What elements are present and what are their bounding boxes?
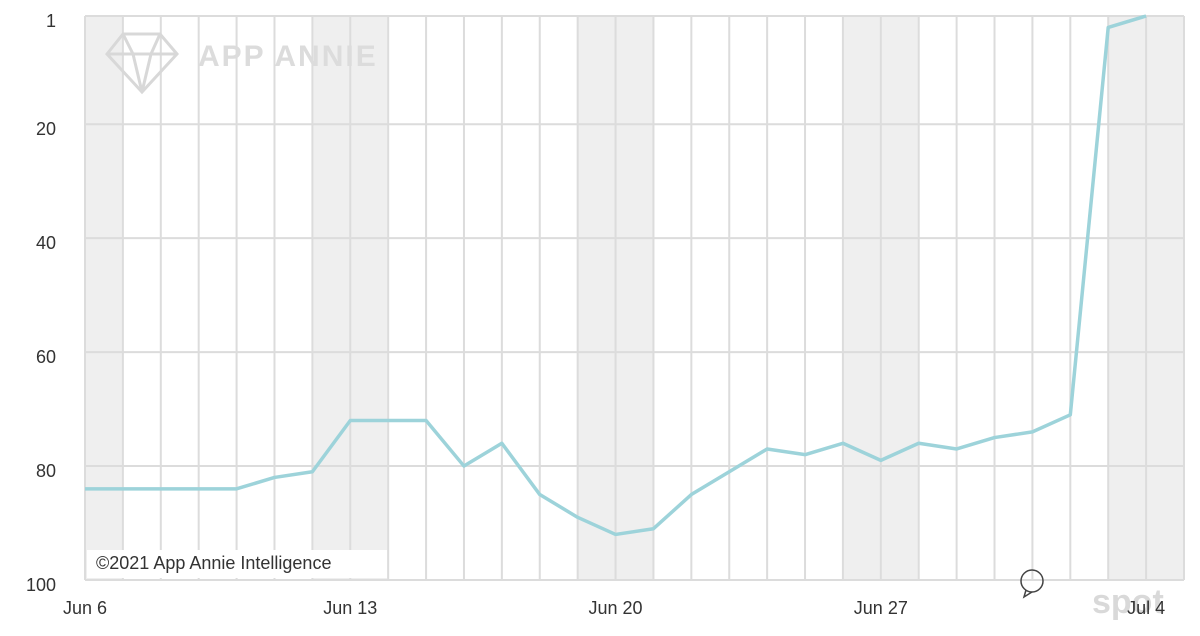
weekend-band <box>350 16 389 580</box>
x-tick-label: Jun 27 <box>854 598 908 618</box>
line <box>85 14 1147 537</box>
comment-icon <box>1020 569 1044 599</box>
logo-diamond <box>105 32 180 95</box>
weekend-band <box>1146 16 1184 580</box>
copyright: ©2021 App Annie Intelligence <box>96 553 331 573</box>
bands <box>85 16 1184 580</box>
y-tick-label: 80 <box>36 461 56 481</box>
watermark: APP ANNIE <box>198 40 378 73</box>
x-tick-label: Jun 6 <box>63 598 107 618</box>
source-mark: spot <box>1092 583 1164 621</box>
y-tick-label: 100 <box>26 575 56 595</box>
weekend-band <box>615 16 654 580</box>
comment-tail <box>1022 589 1033 599</box>
weekend-band <box>1108 16 1147 580</box>
x-tick-label: Jun 20 <box>589 598 643 618</box>
y-tick-label: 40 <box>36 233 56 253</box>
copyright-box <box>87 550 387 578</box>
weekend-band <box>842 16 881 580</box>
logo-line <box>121 33 162 93</box>
weekend-band <box>577 16 616 580</box>
x-tick-label: Jun 13 <box>323 598 377 618</box>
x-tick-label: Jul 4 <box>1127 598 1165 618</box>
y-tick-label: 60 <box>36 347 56 367</box>
plot <box>85 14 1147 537</box>
y-tick-label: 1 <box>46 11 56 31</box>
weekend-band <box>85 16 123 580</box>
weekend-band <box>312 16 351 580</box>
grid <box>84 15 1185 581</box>
weekend-band <box>880 16 919 580</box>
logo <box>105 32 180 95</box>
y-tick-label: 20 <box>36 119 56 139</box>
